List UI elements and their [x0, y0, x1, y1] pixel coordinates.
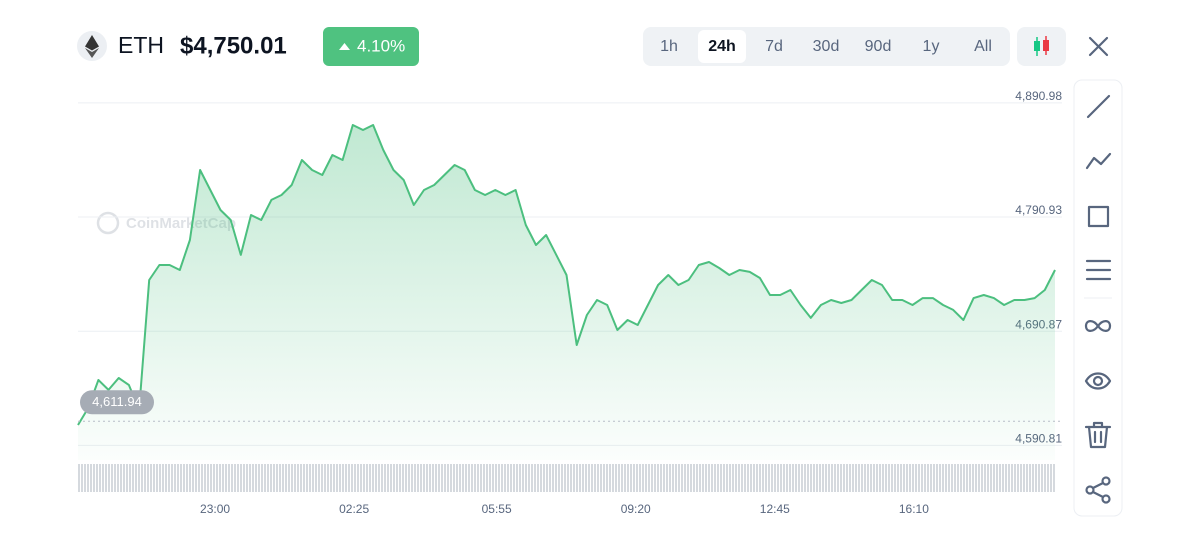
chart-type-button[interactable] [1017, 27, 1066, 66]
volume-strip [78, 464, 1056, 492]
symbol: ETH [118, 32, 164, 58]
y-tick-label: 4,790.93 [1015, 203, 1062, 217]
timeframe-option[interactable]: 1y [923, 38, 940, 55]
x-tick-label: 12:45 [760, 502, 790, 516]
tool-magnet[interactable] [1084, 320, 1112, 332]
y-tick-label: 4,890.98 [1015, 89, 1062, 103]
x-tick-label: 23:00 [200, 502, 230, 516]
timeframe-option[interactable]: 24h [708, 38, 736, 55]
tool-visibility[interactable] [1084, 372, 1112, 390]
x-tick-label: 16:10 [899, 502, 929, 516]
tool-share[interactable] [1085, 476, 1111, 504]
up-arrow [339, 43, 350, 50]
x-tick-label: 02:25 [339, 502, 369, 516]
x-tick-label: 05:55 [482, 502, 512, 516]
timeframe-option[interactable]: 7d [765, 38, 783, 55]
tool-delete[interactable] [1084, 421, 1112, 449]
timeframe-option[interactable]: 90d [865, 38, 892, 55]
price: $4,750.01 [180, 32, 287, 59]
area [78, 125, 1055, 460]
timeframe-option[interactable]: All [974, 38, 992, 55]
eth-logo [77, 31, 107, 61]
reference-label: 4,611.94 [92, 394, 142, 409]
tool-rectangle[interactable] [1087, 205, 1110, 228]
tool-line[interactable] [1086, 94, 1111, 119]
timeframe-buttons: 1h 24h 7d 30d 90d 1y All [660, 30, 992, 63]
active-timeframe[interactable] [698, 30, 746, 63]
reference-pill [80, 390, 154, 415]
tool-polyline[interactable] [1085, 152, 1112, 170]
timeframe-option[interactable]: 1h [660, 38, 678, 55]
close-button[interactable] [1088, 36, 1109, 57]
candle-icon [1034, 36, 1049, 56]
change: 4.10% [357, 36, 405, 55]
change-badge [323, 27, 419, 66]
x-tick-label: 09:20 [621, 502, 651, 516]
price-line [77, 124, 1056, 426]
tool-lines[interactable] [1085, 259, 1112, 281]
timeframe-option[interactable]: 30d [813, 38, 840, 55]
